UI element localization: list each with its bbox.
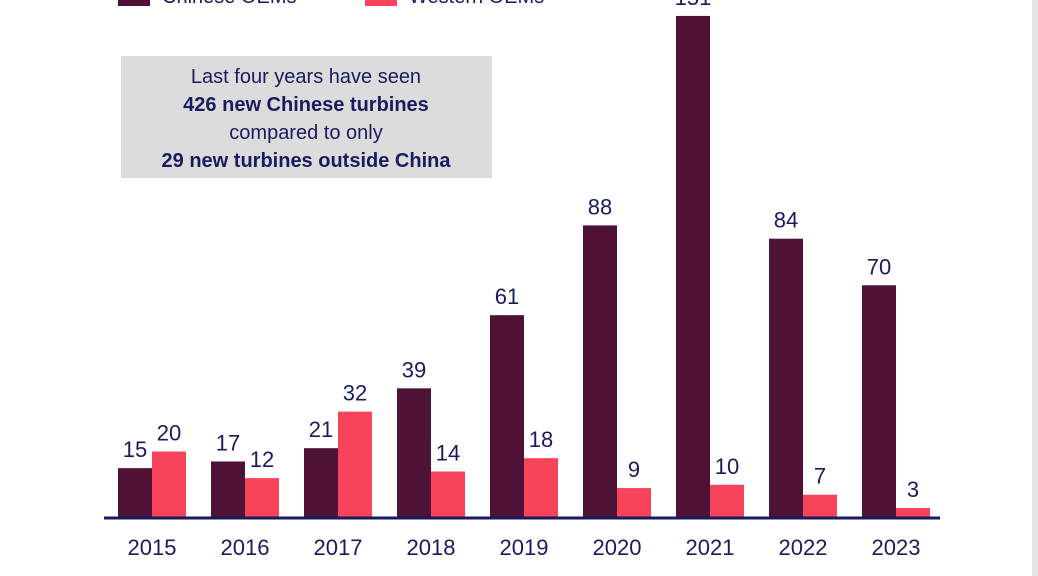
bar-western-2017 [338,411,372,518]
value-label-chinese-2018: 39 [402,357,426,382]
bar-western-2023 [896,508,930,518]
x-tick-label-2016: 2016 [221,535,270,560]
bar-chinese-2015 [118,468,152,518]
value-label-western-2023: 3 [907,477,919,502]
value-label-western-2022: 7 [814,464,826,489]
right-border [1032,0,1038,576]
bar-western-2015 [152,451,186,518]
annotation-line-4: 29 new turbines outside China [162,150,452,172]
value-label-chinese-2016: 17 [216,430,240,455]
x-tick-label-2023: 2023 [872,535,921,560]
value-label-western-2021: 10 [715,454,739,479]
annotation-background [121,56,492,178]
bar-western-2021 [710,484,744,518]
annotation-box: Last four years have seen 426 new Chines… [121,56,492,178]
annotation-line-2: 426 new Chinese turbines [183,94,429,116]
x-tick-label-2021: 2021 [686,535,735,560]
bar-chinese-2022 [769,238,803,518]
x-tick-label-2020: 2020 [593,535,642,560]
x-tick-label-2018: 2018 [407,535,456,560]
bar-chinese-2020 [583,225,617,518]
value-label-western-2019: 18 [529,427,553,452]
annotation-line-1: Last four years have seen [191,66,421,88]
bar-western-2022 [803,494,837,518]
annotation-line-3: compared to only [229,122,382,144]
value-label-western-2015: 20 [157,421,181,446]
value-label-chinese-2019: 61 [495,284,519,309]
value-label-chinese-2022: 84 [774,208,798,233]
value-label-western-2018: 14 [436,440,460,465]
legend-swatch-chinese [118,0,150,6]
bar-chinese-2016 [211,461,245,518]
bar-chinese-2017 [304,448,338,518]
bar-western-2018 [431,471,465,518]
value-label-chinese-2023: 70 [867,254,891,279]
bar-chinese-2023 [862,285,896,518]
x-tick-label-2017: 2017 [314,535,363,560]
value-label-chinese-2017: 21 [309,417,333,442]
legend: Chinese OEMs Western OEMs [118,0,544,8]
bar-western-2020 [617,488,651,518]
bar-western-2016 [245,478,279,518]
value-label-western-2020: 9 [628,457,640,482]
x-tick-label-2015: 2015 [128,535,177,560]
value-label-chinese-2020: 88 [588,194,612,219]
bar-western-2019 [524,458,558,518]
bar-chinese-2018 [397,388,431,518]
value-labels: 15 20 17 12 21 32 39 14 61 18 88 9 151 10 84 7 70 3 [123,0,919,502]
bars [118,15,930,519]
bar-chinese-2021 [676,15,710,519]
x-axis-tick-labels: 2015 2016 2017 2018 2019 2020 2021 2022 2023 [128,535,921,560]
legend-swatch-western [365,0,397,6]
x-tick-label-2022: 2022 [779,535,828,560]
value-label-western-2016: 12 [250,447,274,472]
bar-chinese-2019 [490,315,524,518]
value-label-chinese-2021: 151 [675,0,712,10]
value-label-chinese-2015: 15 [123,437,147,462]
value-label-western-2017: 32 [343,381,367,406]
legend-label-western: Western OEMs [409,0,544,8]
x-tick-label-2019: 2019 [500,535,549,560]
legend-label-chinese: Chinese OEMs [162,0,297,8]
